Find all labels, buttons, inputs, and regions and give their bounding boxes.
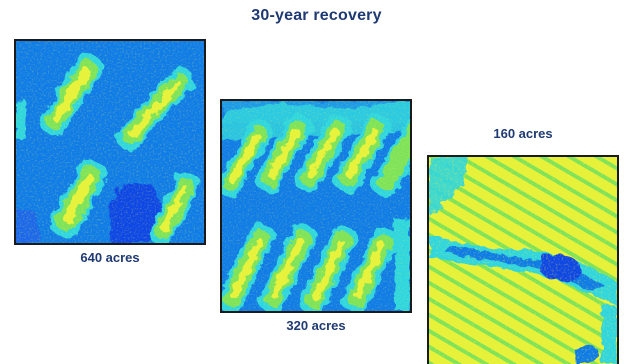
caption-320-acres: 320 acres	[286, 318, 346, 333]
caption-160-acres: 160 acres	[493, 126, 553, 141]
recovery-map-160-acres-image	[429, 157, 617, 364]
recovery-map-320-acres-image	[222, 101, 410, 311]
recovery-map-160-acres	[427, 155, 619, 364]
recovery-map-640-acres	[14, 39, 206, 245]
recovery-map-320-acres	[220, 99, 412, 313]
recovery-map-640-acres-image	[16, 41, 204, 243]
figure-title: 30-year recovery	[251, 7, 382, 24]
caption-640-acres: 640 acres	[80, 250, 140, 265]
